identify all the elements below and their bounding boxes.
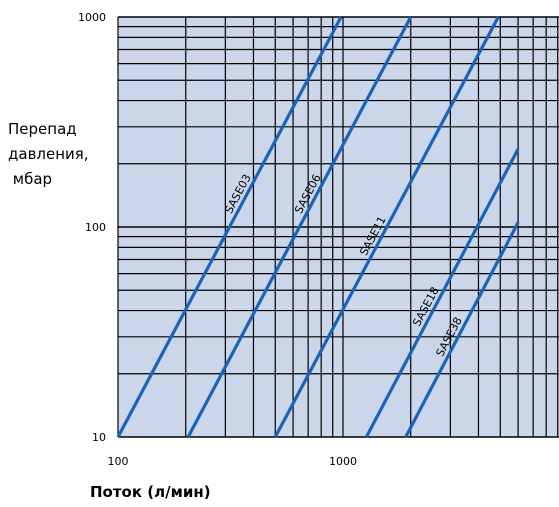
series-line-sase11 — [273, 16, 500, 438]
y-axis-label-line-3: мбар — [8, 170, 53, 188]
x-tick-label: 100 — [108, 455, 129, 468]
y-tick-label: 10 — [92, 431, 106, 444]
series-line-sase18 — [364, 148, 520, 438]
series-line-sase06 — [186, 16, 413, 438]
y-axis-label: Перепад давления, мбар — [8, 117, 118, 192]
y-tick-label: 1000 — [78, 11, 106, 24]
y-axis-label-line-2: давления, — [8, 145, 89, 163]
y-axis-label-line-1: Перепад — [8, 120, 77, 138]
series-line-sase38 — [404, 221, 520, 438]
series-line-sase03 — [116, 16, 343, 438]
grid — [117, 16, 559, 438]
x-axis-label: Поток (л/мин) — [90, 483, 211, 501]
x-tick-label: 1000 — [329, 455, 357, 468]
y-tick-label: 100 — [85, 221, 106, 234]
